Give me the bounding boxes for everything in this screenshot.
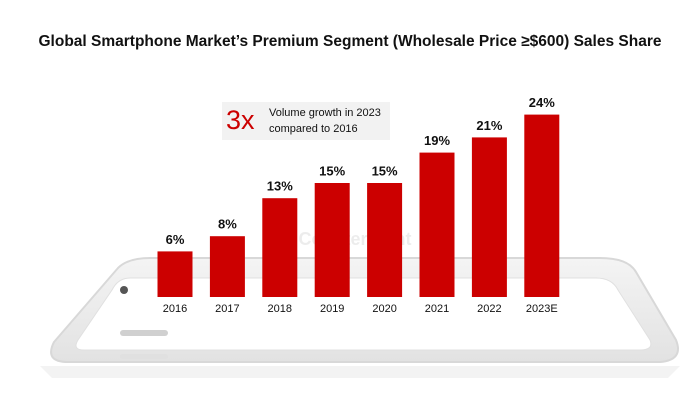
value-label: 8% — [218, 217, 237, 232]
bar — [157, 251, 193, 297]
value-label: 19% — [424, 133, 450, 148]
value-label: 6% — [166, 232, 185, 247]
annotation-box — [222, 102, 390, 140]
bar — [262, 198, 298, 297]
bar — [367, 183, 403, 297]
value-label: 24% — [529, 95, 555, 110]
annotation: 3x Volume growth in 2023 compared to 201… — [222, 102, 390, 140]
x-tick-label: 2018 — [268, 303, 292, 315]
x-tick-label: 2019 — [320, 303, 344, 315]
annotation-text: Volume growth in 2023 — [269, 107, 381, 119]
x-tick-label: 2023E — [526, 303, 558, 315]
value-label: 15% — [372, 163, 398, 178]
bar — [419, 152, 455, 297]
phone-illustration — [40, 257, 680, 378]
x-tick-label: 2021 — [425, 303, 449, 315]
bar — [524, 114, 560, 297]
annotation-text: compared to 2016 — [269, 123, 358, 135]
value-label: 15% — [319, 163, 345, 178]
x-tick-label: 2016 — [163, 303, 187, 315]
value-label: 13% — [267, 179, 293, 194]
value-label: 21% — [476, 118, 502, 133]
bar — [314, 183, 350, 297]
bar — [471, 137, 507, 297]
x-tick-label: 2020 — [372, 303, 396, 315]
x-tick-label: 2017 — [215, 303, 239, 315]
x-tick-label: 2022 — [477, 303, 501, 315]
annotation-highlight: 3x — [226, 105, 255, 135]
bar — [209, 236, 245, 297]
chart-title: Global Smartphone Market’s Premium Segme… — [39, 33, 662, 50]
